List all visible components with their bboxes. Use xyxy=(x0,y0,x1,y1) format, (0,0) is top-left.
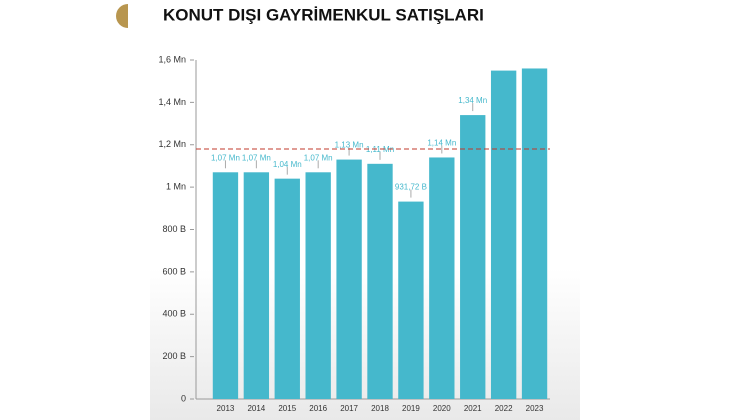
bar xyxy=(305,172,331,399)
bar xyxy=(243,172,270,399)
y-tick-label: 600 B xyxy=(162,266,186,276)
chart-title: KONUT DIŞI GAYRİMENKUL SATIŞLARI xyxy=(163,5,484,24)
value-label: 1,07 Mn xyxy=(242,153,271,162)
x-tick-label: 2018 xyxy=(371,404,389,413)
y-tick-label: 1,6 Mn xyxy=(158,54,186,64)
x-tick-label: 2015 xyxy=(278,404,296,413)
bar xyxy=(521,68,548,399)
value-label: 931,72 B xyxy=(395,183,427,192)
bar xyxy=(367,163,393,399)
bar xyxy=(490,70,517,399)
value-label: 1,07 Mn xyxy=(211,153,240,162)
value-label: 1,13 Mn xyxy=(335,141,364,150)
bar xyxy=(274,178,300,399)
y-tick-label: 800 B xyxy=(162,224,186,234)
x-tick-label: 2016 xyxy=(309,404,327,413)
bar xyxy=(429,157,455,399)
x-tick-label: 2019 xyxy=(402,404,420,413)
title-icon xyxy=(116,4,128,28)
y-tick-label: 1 Mn xyxy=(166,182,186,192)
x-tick-label: 2020 xyxy=(433,404,451,413)
value-label: 1,34 Mn xyxy=(458,96,487,105)
value-label: 1,04 Mn xyxy=(273,160,302,169)
x-tick-label: 2013 xyxy=(217,404,235,413)
y-tick-label: 400 B xyxy=(162,309,186,319)
y-tick-label: 0 xyxy=(181,393,186,403)
x-tick-label: 2022 xyxy=(495,404,513,413)
value-label: 1,07 Mn xyxy=(304,153,333,162)
y-tick-label: 200 B xyxy=(162,351,186,361)
y-tick-label: 1,4 Mn xyxy=(158,97,186,107)
x-tick-label: 2021 xyxy=(464,404,482,413)
bar xyxy=(460,115,486,400)
x-tick-label: 2014 xyxy=(247,404,265,413)
bar xyxy=(212,172,239,399)
x-tick-label: 2023 xyxy=(526,404,544,413)
bar xyxy=(336,159,362,399)
bar xyxy=(398,201,424,399)
y-tick-label: 1,2 Mn xyxy=(158,139,186,149)
value-label: 1,14 Mn xyxy=(427,139,456,148)
x-tick-label: 2017 xyxy=(340,404,358,413)
